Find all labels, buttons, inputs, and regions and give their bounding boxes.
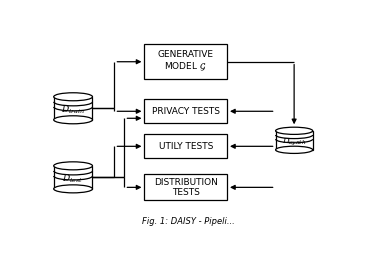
Bar <box>144 134 227 158</box>
Polygon shape <box>276 131 313 150</box>
Ellipse shape <box>276 127 313 134</box>
Text: DISTRIBUTION
TESTS: DISTRIBUTION TESTS <box>154 178 218 197</box>
Polygon shape <box>54 97 92 120</box>
Text: UTILY TESTS: UTILY TESTS <box>159 142 213 151</box>
Text: $D_{synth}$: $D_{synth}$ <box>282 136 307 147</box>
Text: Fig. 1: DAISY - Pipeli...: Fig. 1: DAISY - Pipeli... <box>142 217 235 226</box>
Text: PRIVACY TESTS: PRIVACY TESTS <box>152 107 220 116</box>
Text: $D_{test}$: $D_{test}$ <box>63 172 84 185</box>
Bar <box>144 174 227 200</box>
Ellipse shape <box>54 116 92 124</box>
Bar <box>144 99 227 123</box>
Ellipse shape <box>54 93 92 101</box>
Bar <box>144 44 227 79</box>
Polygon shape <box>54 166 92 189</box>
Text: $D_{train}$: $D_{train}$ <box>61 103 85 116</box>
Text: GENERATIVE
MODEL $\mathcal{G}$: GENERATIVE MODEL $\mathcal{G}$ <box>158 50 214 73</box>
Ellipse shape <box>54 162 92 170</box>
Ellipse shape <box>276 146 313 153</box>
Ellipse shape <box>54 185 92 193</box>
